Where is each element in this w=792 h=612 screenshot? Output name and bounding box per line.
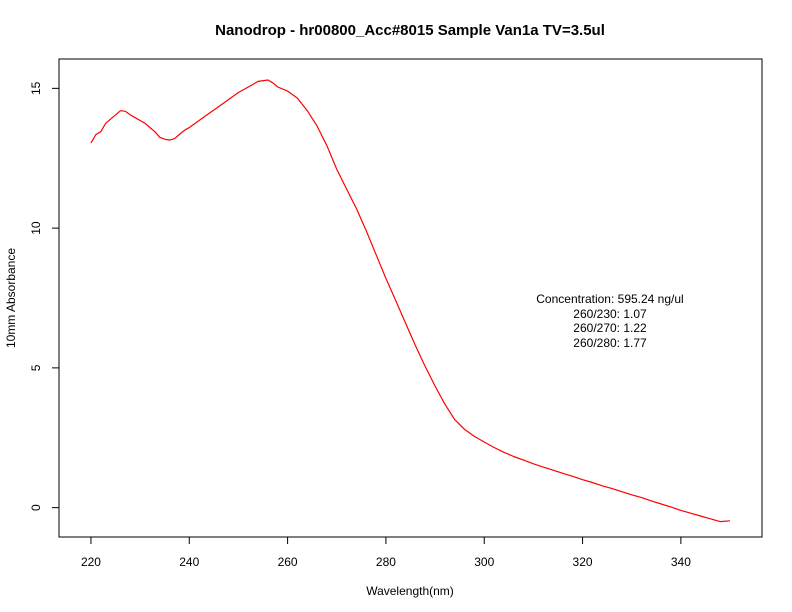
y-tick-label: 0 [29,504,43,511]
series-group [90,79,731,523]
x-tick-label: 300 [474,555,494,569]
annotation-ratio-260-230: 260/230: 1.07 [573,307,647,321]
annotation-ratio-260-280: 260/280: 1.77 [573,336,647,350]
x-tick-label: 260 [278,555,298,569]
x-tick-label: 320 [573,555,593,569]
x-tick-label: 340 [671,555,691,569]
annotation-block: Concentration: 595.24 ng/ul 260/230: 1.0… [536,292,683,350]
y-axis-label: 10mm Absorbance [4,248,18,348]
y-tick-label: 15 [29,81,43,95]
x-axis: 220 240 260 280 300 320 340 [81,536,691,569]
x-tick-label: 280 [376,555,396,569]
annotation-ratio-260-270: 260/270: 1.22 [573,321,647,335]
annotation-concentration: Concentration: 595.24 ng/ul [536,292,683,306]
y-axis: 0 5 10 15 [29,81,60,511]
chart-title: Nanodrop - hr00800_Acc#8015 Sample Van1a… [215,22,605,39]
y-tick-label: 5 [29,364,43,371]
x-tick-label: 220 [81,555,101,569]
y-tick-label: 10 [29,221,43,235]
x-tick-label: 240 [179,555,199,569]
x-axis-label: Wavelength(nm) [366,584,454,598]
series-line-1 [90,79,731,523]
